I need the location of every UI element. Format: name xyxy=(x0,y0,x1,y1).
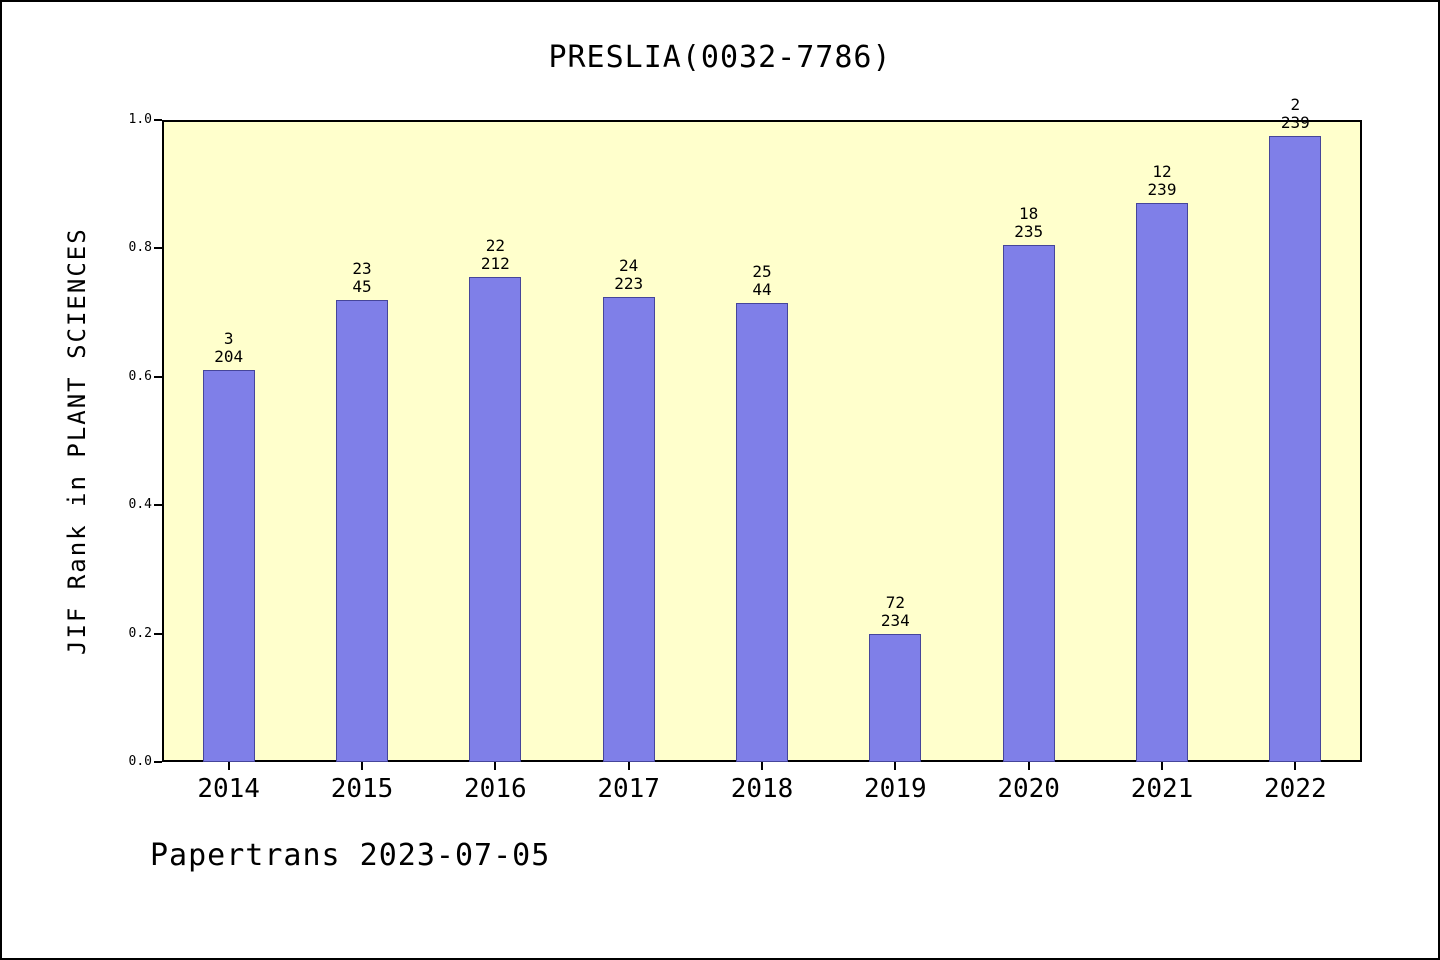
bar-rank-value: 3 xyxy=(223,329,234,349)
x-tick-label: 2019 xyxy=(864,774,927,804)
x-tick-label: 2020 xyxy=(997,774,1060,804)
bar xyxy=(1002,245,1055,762)
x-tick-mark xyxy=(1294,762,1297,770)
bar-rank-value: 22 xyxy=(485,236,505,256)
bar-value-label: 25 44 xyxy=(702,261,822,299)
bar-value-label: 23 45 xyxy=(302,258,422,296)
x-tick-mark xyxy=(1161,762,1163,770)
bar-rank-value: 25 xyxy=(752,261,772,281)
x-tick-mark xyxy=(1027,762,1030,770)
bar-total-value: 45 xyxy=(352,276,372,296)
x-tick-label: 2021 xyxy=(1130,774,1194,804)
x-tick-mark xyxy=(227,762,230,770)
y-tick-label: 0.8 xyxy=(128,240,152,256)
y-tick-label: 1.0 xyxy=(128,112,152,127)
y-tick-mark xyxy=(154,632,162,635)
x-tick-label: 2017 xyxy=(597,774,660,804)
x-tick-mark xyxy=(761,762,763,770)
bar xyxy=(336,299,388,762)
x-tick-label: 2014 xyxy=(197,774,260,804)
bar-value-label: 18 235 xyxy=(969,205,1089,241)
y-tick-label: 0.6 xyxy=(128,368,152,384)
y-tick-mark xyxy=(154,119,162,121)
bar xyxy=(869,633,922,762)
bar-rank-value: 72 xyxy=(885,592,905,612)
x-tick-mark xyxy=(494,762,497,770)
y-tick-mark xyxy=(154,761,162,763)
y-tick-label: 0.4 xyxy=(128,497,152,513)
x-tick-mark xyxy=(627,762,630,770)
bar-value-label: 3 204 xyxy=(169,330,289,366)
x-tick-mark xyxy=(361,762,363,770)
bar-value-label: 72 234 xyxy=(835,592,955,630)
bar-rank-value: 2 xyxy=(1290,95,1301,115)
bar-rank-value: 24 xyxy=(619,255,639,275)
y-tick-mark xyxy=(154,504,162,507)
bar-total-value: 239 xyxy=(1147,180,1177,200)
bar-value-label: 24 223 xyxy=(569,255,689,293)
bar xyxy=(1136,203,1188,762)
bar-total-value: 212 xyxy=(480,254,510,274)
chart-title: PRESLIA(0032-7786) xyxy=(548,40,892,75)
x-tick-label: 2016 xyxy=(464,774,527,804)
y-axis-label: JIF Rank in PLANT SCIENCES xyxy=(63,227,91,655)
footer-watermark: Papertrans 2023-07-05 xyxy=(150,838,551,873)
y-tick-label: 0.2 xyxy=(128,625,152,641)
bar-total-value: 239 xyxy=(1280,113,1310,133)
bar-rank-value: 12 xyxy=(1152,162,1172,182)
bar-total-value: 223 xyxy=(614,273,644,293)
bar-value-label: 12 239 xyxy=(1102,163,1222,199)
bar-total-value: 234 xyxy=(880,610,910,630)
bar xyxy=(469,277,522,762)
x-tick-mark xyxy=(894,762,897,770)
bar xyxy=(202,370,255,762)
x-tick-label: 2022 xyxy=(1264,774,1327,804)
y-tick-mark xyxy=(154,375,162,378)
bar-total-value: 204 xyxy=(214,347,244,367)
x-tick-label: 2015 xyxy=(330,774,394,804)
bar-value-label: 22 212 xyxy=(435,237,555,273)
y-tick-label: 0.0 xyxy=(128,754,152,769)
bar xyxy=(602,296,655,762)
bar-value-label: 2 239 xyxy=(1235,96,1355,132)
bar xyxy=(1269,136,1322,762)
x-tick-label: 2018 xyxy=(730,774,794,804)
bar-rank-value: 23 xyxy=(352,258,372,278)
bar xyxy=(736,302,788,762)
bar-total-value: 44 xyxy=(752,279,772,299)
bar-rank-value: 18 xyxy=(1019,204,1039,224)
bar-total-value: 235 xyxy=(1014,222,1044,242)
y-tick-mark xyxy=(154,247,162,250)
